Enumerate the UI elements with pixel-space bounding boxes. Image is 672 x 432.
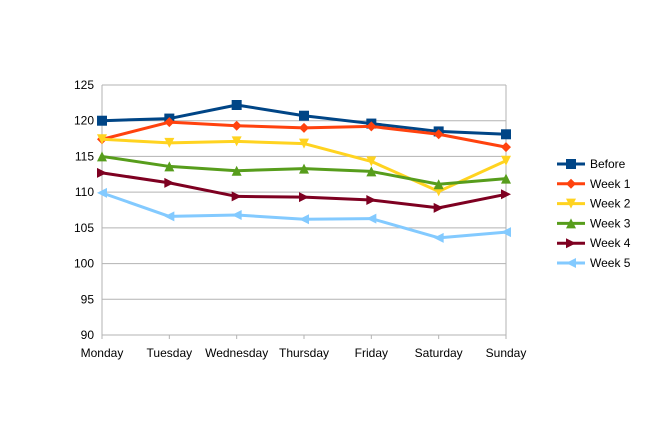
legend-label: Week 1: [590, 177, 631, 191]
data-point: [501, 227, 511, 238]
legend-entry: Before: [557, 157, 626, 171]
y-tick-label: 110: [75, 185, 94, 199]
data-point: [366, 213, 377, 224]
series-week-4: [97, 167, 511, 213]
data-point: [299, 110, 309, 121]
data-point: [231, 191, 242, 202]
series-line: [101, 171, 507, 210]
series-before: [97, 100, 511, 140]
legend-marker: [566, 178, 576, 189]
legend-entry: Week 4: [557, 236, 631, 250]
data-point: [366, 156, 377, 167]
series-week-5: [97, 187, 511, 243]
y-tick-label: 115: [75, 149, 94, 163]
x-tick-label: Sunday: [486, 346, 527, 360]
x-tick-label: Wednesday: [205, 346, 268, 360]
legend-marker: [566, 218, 576, 229]
legend-label: Week 4: [590, 236, 631, 250]
legend-entry: Week 5: [557, 256, 631, 270]
x-tick-label: Monday: [81, 346, 124, 360]
legend-entry: Week 2: [557, 197, 631, 211]
y-tick-label: 105: [74, 221, 94, 235]
data-point: [501, 129, 511, 140]
data-point: [97, 167, 107, 178]
data-point: [97, 151, 107, 162]
data-point: [299, 138, 309, 149]
y-tick-label: 125: [74, 78, 94, 92]
data-point: [164, 211, 175, 222]
data-point: [501, 173, 511, 184]
data-point: [97, 134, 107, 145]
legend-entry: Week 3: [557, 216, 631, 230]
y-tick-label: 100: [74, 257, 94, 271]
data-point: [501, 142, 511, 153]
data-point: [164, 137, 175, 148]
legend-marker: [566, 159, 576, 169]
data-point: [501, 189, 511, 200]
legend-label: Week 5: [590, 256, 631, 270]
data-point: [299, 192, 309, 203]
x-tick-label: Friday: [355, 346, 388, 360]
y-tick-label: 95: [81, 292, 95, 306]
legend-marker: [566, 258, 576, 268]
data-point: [501, 155, 511, 166]
data-point: [164, 177, 175, 188]
series-week-2: [97, 134, 511, 197]
data-point: [231, 120, 242, 131]
data-point: [433, 202, 444, 213]
data-point: [231, 210, 242, 220]
legend-label: Before: [590, 157, 626, 171]
data-point: [366, 166, 377, 177]
data-point: [299, 122, 309, 133]
data-point: [97, 187, 107, 198]
data-point: [231, 136, 242, 147]
data-point: [164, 161, 175, 172]
data-point: [231, 100, 242, 110]
legend-marker: [566, 238, 576, 249]
legend-marker: [566, 198, 576, 209]
series-week-3: [97, 151, 511, 190]
x-tick-label: Thursday: [279, 346, 329, 360]
data-point: [433, 179, 444, 190]
axes: 90 95 100 105 110 115 120 125 Monday Tuesday Wedne…: [74, 78, 526, 360]
data-point: [433, 232, 444, 243]
data-point: [366, 121, 377, 132]
legend: Before Week 1 Week 2 Week 3 Week 4 Week 5: [557, 157, 631, 270]
data-point: [164, 117, 175, 128]
data-point: [97, 115, 107, 126]
legend-label: Week 2: [590, 197, 631, 211]
data-point: [299, 163, 309, 174]
y-tick-label: 120: [74, 114, 94, 128]
series-group: [97, 100, 511, 243]
data-point: [366, 195, 377, 205]
data-point: [433, 129, 444, 140]
x-tick-label: Saturday: [415, 346, 463, 360]
legend-label: Week 3: [590, 216, 631, 230]
y-tick-label: 90: [81, 328, 95, 342]
data-point: [231, 165, 242, 176]
legend-entry: Week 1: [557, 177, 631, 191]
data-point: [299, 214, 309, 225]
x-tick-label: Tuesday: [147, 346, 193, 360]
